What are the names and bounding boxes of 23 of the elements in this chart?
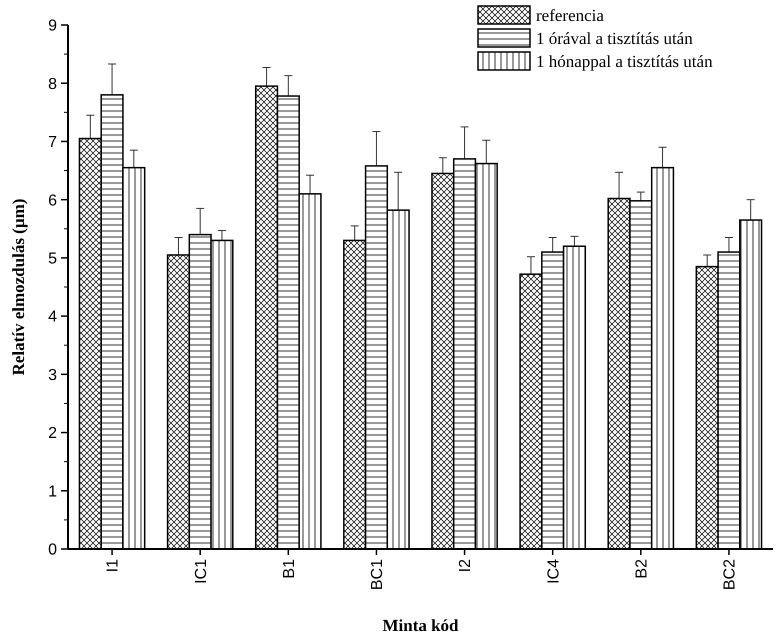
- y-tick-label: 2: [48, 425, 58, 442]
- y-tick-label: 7: [48, 134, 58, 152]
- y-tick-label: 9: [48, 18, 58, 35]
- x-axis-title: Minta kód: [382, 616, 460, 635]
- legend-label: referencia: [536, 6, 604, 25]
- y-tick-label: 0: [48, 542, 58, 559]
- y-axis-title: Relatív elmozdulás (µm): [9, 198, 28, 376]
- x-tick-label: I2: [457, 558, 474, 572]
- x-tick-label: BC2: [722, 558, 739, 590]
- y-tick-label: 8: [48, 76, 58, 93]
- x-tick-label: I1: [104, 558, 122, 572]
- y-tick-label: 4: [48, 308, 58, 326]
- x-tick-label: B1: [280, 558, 298, 579]
- legend-label: 1 órával a tisztítás után: [536, 28, 694, 48]
- x-tick-label: IC4: [545, 558, 562, 584]
- legend-label: 1 hónappal a tisztítás után: [536, 52, 714, 71]
- x-tick-label: B2: [633, 558, 650, 579]
- y-tick-label: 1: [48, 483, 58, 500]
- y-tick-label: 3: [48, 366, 58, 384]
- y-tick-label: 5: [48, 250, 58, 268]
- y-tick-label: 6: [48, 192, 58, 210]
- x-tick-label: IC1: [192, 558, 210, 584]
- x-tick-label: BC1: [369, 558, 386, 590]
